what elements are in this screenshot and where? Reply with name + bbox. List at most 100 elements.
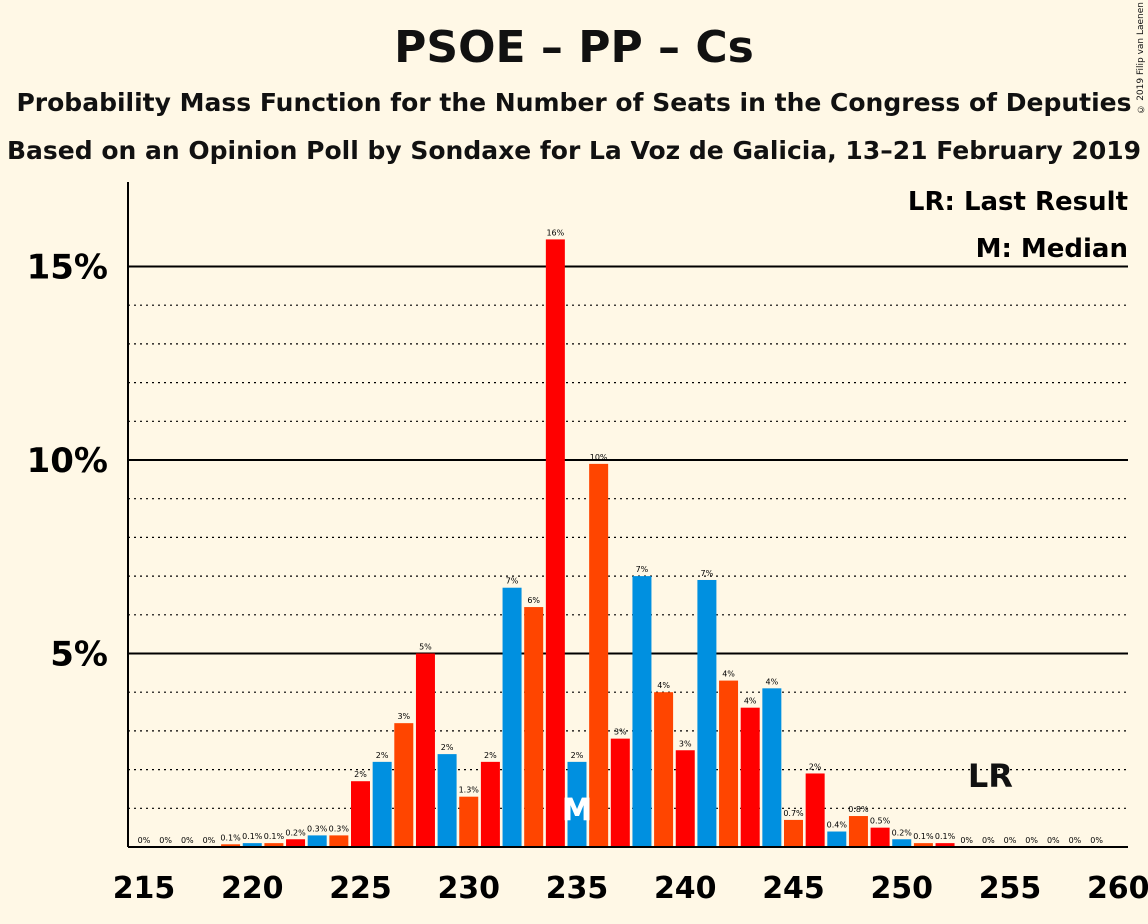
data-label-241: 7% — [701, 569, 714, 578]
data-label-240: 3% — [679, 739, 692, 748]
data-label-218: 0% — [203, 836, 216, 845]
bar-237 — [610, 738, 630, 847]
data-label-231: 2% — [484, 751, 497, 760]
data-label-247: 0.4% — [827, 821, 848, 830]
bar-232 — [502, 587, 522, 847]
bar-225 — [351, 781, 370, 847]
data-label-244: 4% — [765, 677, 778, 686]
bar-219 — [221, 844, 241, 847]
data-label-236: 10% — [590, 453, 608, 462]
data-label-254: 0% — [982, 836, 995, 845]
data-label-238: 7% — [636, 565, 649, 574]
chart-subtitle-2: Based on an Opinion Poll by Sondaxe for … — [6, 136, 1142, 165]
legend-last-result: LR: Last Result — [908, 187, 1128, 217]
data-label-249: 0.5% — [870, 817, 891, 826]
x-tick-label: 225 — [329, 871, 392, 906]
bar-230 — [459, 796, 479, 847]
bar-248 — [848, 816, 868, 847]
data-label-246: 2% — [809, 762, 822, 771]
data-label-255: 0% — [1004, 836, 1017, 845]
bar-223 — [307, 835, 327, 847]
y-tick-label: 10% — [27, 441, 108, 481]
bar-251 — [913, 843, 933, 847]
data-label-222: 0.2% — [285, 828, 306, 837]
bar-234 — [545, 239, 565, 847]
data-label-233: 6% — [527, 596, 540, 605]
data-label-225: 2% — [354, 770, 367, 779]
bar-240 — [675, 750, 695, 847]
bar-244 — [762, 688, 782, 847]
data-label-217: 0% — [181, 836, 194, 845]
y-tick-label: 15% — [27, 248, 108, 288]
bar-220 — [242, 843, 262, 847]
bar-245 — [784, 819, 803, 847]
x-tick-label: 250 — [870, 871, 933, 906]
bar-222 — [286, 839, 306, 847]
chart-title: PSOE – PP – Cs — [394, 22, 754, 73]
data-label-242: 4% — [722, 670, 735, 679]
bar-242 — [719, 680, 739, 847]
bar-229 — [437, 754, 457, 847]
data-label-250: 0.2% — [892, 828, 913, 837]
x-tick-label: 235 — [546, 871, 609, 906]
bar-228 — [415, 653, 435, 847]
data-label-220: 0.1% — [242, 832, 263, 841]
x-tick-label: 220 — [221, 871, 284, 906]
x-tick-label: 260 — [1087, 871, 1148, 906]
bar-246 — [805, 773, 825, 847]
bar-226 — [372, 761, 392, 847]
data-label-237: 3% — [614, 728, 627, 737]
data-label-235: 2% — [571, 751, 584, 760]
data-label-227: 3% — [397, 712, 410, 721]
bar-227 — [394, 723, 414, 847]
bar-233 — [524, 607, 544, 847]
chart-subtitle-1: Probability Mass Function for the Number… — [16, 88, 1132, 117]
data-label-259: 0% — [1090, 836, 1103, 845]
data-label-253: 0% — [960, 836, 973, 845]
bar-249 — [870, 827, 890, 847]
bar-243 — [740, 707, 760, 847]
bar-252 — [935, 843, 955, 847]
y-tick-label: 5% — [50, 635, 108, 675]
data-label-243: 4% — [744, 697, 757, 706]
data-label-226: 2% — [376, 751, 389, 760]
grid-lines — [128, 265, 1128, 809]
bar-250 — [892, 839, 912, 847]
data-label-215: 0% — [138, 836, 151, 845]
bar-238 — [632, 576, 652, 847]
bar-239 — [654, 692, 674, 847]
last-result-marker: LR — [968, 757, 1013, 795]
x-tick-label: 245 — [762, 871, 825, 906]
bars — [221, 239, 955, 847]
bar-231 — [480, 761, 500, 847]
bar-235 — [567, 761, 587, 847]
legend-median: M: Median — [976, 234, 1128, 264]
data-label-223: 0.3% — [307, 824, 328, 833]
x-tick-label: 230 — [437, 871, 500, 906]
data-label-239: 4% — [657, 681, 670, 690]
data-label-221: 0.1% — [264, 832, 285, 841]
x-tick-label: 215 — [113, 871, 176, 906]
axes — [127, 182, 1128, 848]
data-label-232: 7% — [506, 577, 519, 586]
data-label-219: 0.1% — [220, 833, 241, 842]
bar-221 — [264, 843, 284, 847]
data-label-248: 0.8% — [848, 805, 869, 814]
data-label-256: 0% — [1025, 836, 1038, 845]
data-label-245: 0.7% — [783, 809, 804, 818]
bar-241 — [697, 579, 717, 847]
bar-236 — [589, 463, 609, 847]
data-labels: 0% 0% 0% 0% 0.1% 0.1% 0.1% 0.2% 0.3% 0.3%2%2%3%5%… — [138, 228, 1104, 845]
data-label-257: 0% — [1047, 836, 1060, 845]
data-label-224: 0.3% — [329, 824, 350, 833]
data-label-229: 2% — [441, 743, 454, 752]
data-label-251: 0.1% — [913, 832, 934, 841]
data-label-234: 16% — [546, 228, 564, 237]
x-tick-label: 240 — [654, 871, 717, 906]
tick-labels: 5% 10% 15% 215 220 225 230 235 240 245 250 255 260 — [27, 248, 1148, 907]
median-marker: M — [562, 793, 592, 828]
bar-224 — [329, 835, 349, 847]
x-tick-label: 255 — [979, 871, 1042, 906]
data-label-258: 0% — [1069, 836, 1082, 845]
